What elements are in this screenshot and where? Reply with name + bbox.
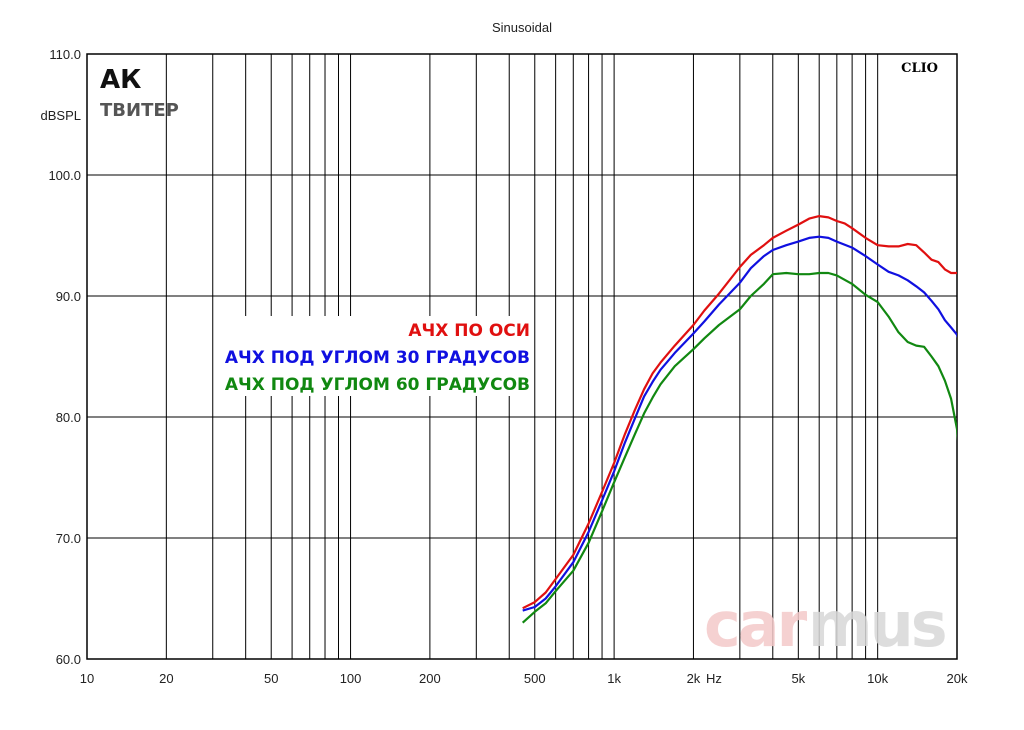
x-tick-label: 10 (80, 671, 94, 686)
legend-entry-2: АЧХ ПОД УГЛОМ 30 ГРАДУСОВ (225, 348, 530, 368)
chart-heading: АК (100, 65, 141, 95)
legend-entry-1: АЧХ ПО ОСИ (408, 321, 530, 341)
x-tick-label: 20k (947, 671, 968, 686)
chart-subheading: ТВИТЕР (100, 100, 179, 121)
y-tick-label: 70.0 (56, 531, 81, 546)
series-line-2 (522, 235, 957, 612)
watermark-right: mus (808, 588, 945, 661)
y-axis-label: dBSPL (41, 108, 81, 123)
x-tick-label: 2k (687, 671, 701, 686)
axis-labels: 10 20 50 100 200 500 1k 2k 5k 10k 20k 60.0 70.0 80.0 9… (48, 47, 968, 686)
x-tick-label: 1k (607, 671, 621, 686)
clio-badge: CLIO (901, 61, 938, 76)
series-line-1 (522, 215, 957, 610)
series-line-3 (521, 271, 957, 624)
x-tick-label: 10k (867, 671, 888, 686)
y-tick-label: 60.0 (56, 652, 81, 667)
legend-background (222, 316, 534, 396)
y-tick-label: 80.0 (56, 410, 81, 425)
y-tick-label: 110.0 (49, 47, 81, 62)
legend-entry-3: АЧХ ПОД УГЛОМ 60 ГРАДУСОВ (225, 375, 530, 395)
y-tick-label: 100.0 (48, 168, 81, 183)
x-tick-label: 200 (419, 671, 441, 686)
x-tick-label: 500 (524, 671, 546, 686)
watermark: car mus (704, 588, 948, 661)
x-tick-label: 20 (159, 671, 173, 686)
y-tick-label: 90.0 (56, 289, 81, 304)
chart-title: Sinusoidal (492, 20, 552, 35)
x-axis-unit: Hz (706, 671, 722, 686)
x-tick-label: 5k (791, 671, 805, 686)
legend: АЧХ ПО ОСИ АЧХ ПОД УГЛОМ 30 ГРАДУСОВ АЧХ П… (222, 316, 534, 396)
watermark-left: car (704, 588, 808, 661)
x-tick-label: 100 (340, 671, 362, 686)
series-layer (521, 215, 957, 624)
x-tick-label: 50 (264, 671, 278, 686)
